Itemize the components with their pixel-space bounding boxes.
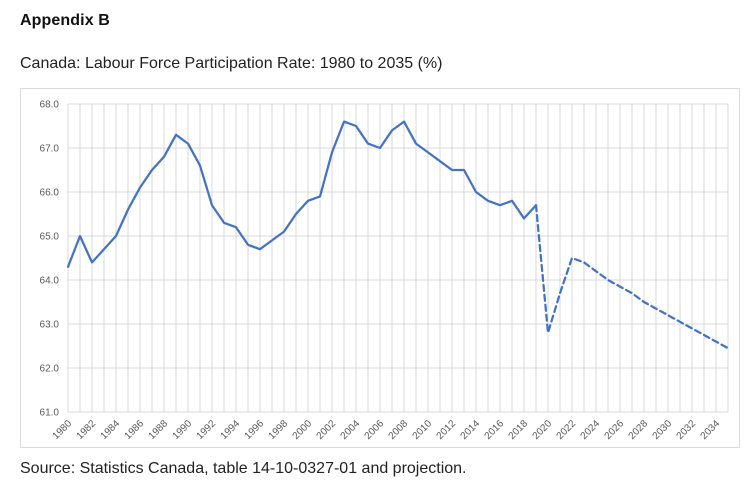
y-tick-label: 66.0 [40,188,60,199]
projection-series-line [534,204,730,350]
y-axis-ticks: 61.0 62.0 63.0 64.0 65.0 66.0 67.0 68.0 [40,100,60,419]
y-tick-label: 64.0 [40,276,60,287]
x-tick-label: 1980 [51,418,75,442]
x-axis-ticks: 1980 1982 1984 1986 1988 1990 1992 1994 1996 1998… [51,418,723,442]
x-tick-label: 2034 [699,418,723,442]
actual-series-line [66,120,538,268]
y-tick-label: 65.0 [40,232,60,243]
y-tick-label: 67.0 [40,144,60,155]
x-tick-label: 1992 [195,418,219,442]
x-tick-label: 2018 [507,418,531,442]
x-tick-label: 2002 [315,418,339,442]
x-tick-label: 2016 [483,418,507,442]
x-tick-label: 2014 [459,418,483,442]
x-tick-label: 1990 [171,418,195,442]
x-tick-label: 2030 [651,418,675,442]
x-tick-label: 1982 [75,418,99,442]
x-tick-label: 2012 [435,418,459,442]
y-tick-label: 61.0 [40,408,60,419]
x-tick-label: 1986 [123,418,147,442]
x-tick-label: 1998 [267,418,291,442]
y-tick-label: 62.0 [40,364,60,375]
y-tick-label: 68.0 [40,100,60,111]
x-tick-label: 2022 [555,418,579,442]
x-tick-label: 1988 [147,418,171,442]
line-chart: 61.062.063.064.065.066.067.068.0 1980 198… [40,100,730,442]
x-tick-label: 2000 [291,418,315,442]
chart-title: Canada: Labour Force Participation Rate:… [20,55,443,72]
chart-area: 61.0 62.0 63.0 64.0 65.0 66.0 67.0 68.0 1980 198… [20,88,740,448]
x-tick-label: 1994 [219,418,243,442]
x-tick-label: 2024 [579,418,603,442]
x-tick-label: 2010 [411,418,435,442]
x-tick-label: 1984 [99,418,123,442]
y-tick-label: 63.0 [40,320,60,331]
x-tick-label: 2008 [387,418,411,442]
x-tick-label: 1996 [243,418,267,442]
x-tick-label: 2020 [531,418,555,442]
appendix-title: Appendix B [20,12,110,29]
x-tick-label: 2028 [627,418,651,442]
x-tick-label: 2004 [339,418,363,442]
source-note: Source: Statistics Canada, table 14-10-0… [20,460,467,477]
x-tick-label: 2026 [603,418,627,442]
x-tick-label: 2006 [363,418,387,442]
gridlines [67,103,729,413]
series-lines [66,120,730,350]
x-tick-label: 2032 [675,418,699,442]
